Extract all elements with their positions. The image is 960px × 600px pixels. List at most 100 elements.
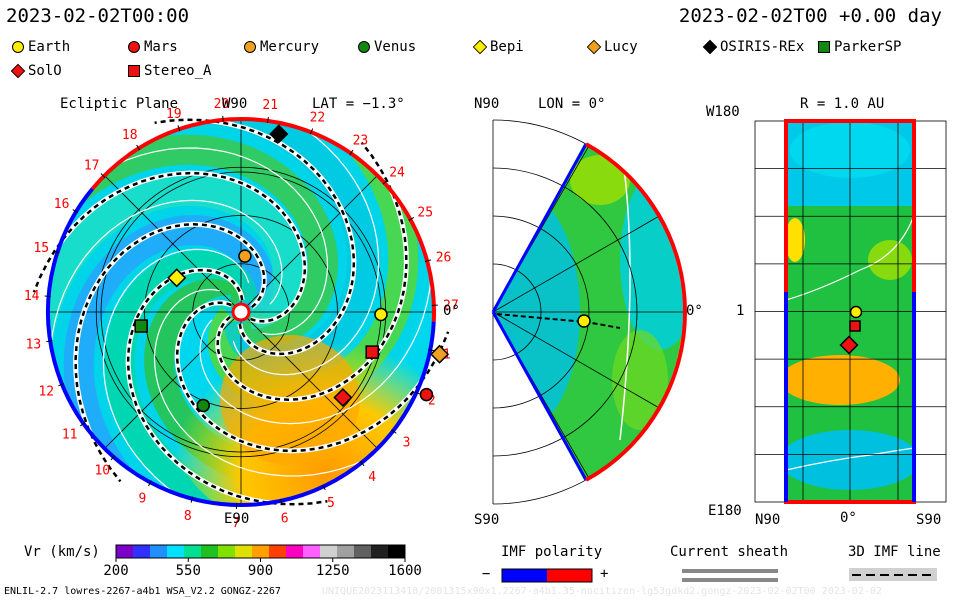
- synoptic-plot: [754, 119, 947, 504]
- meridional-imf-line: [496, 313, 621, 329]
- ecliptic-title: Ecliptic Plane: [60, 96, 179, 112]
- rim-tick: [414, 391, 421, 395]
- legend-label: Lucy: [604, 39, 638, 55]
- colorbar-segment: [167, 545, 185, 558]
- mars-marker: [419, 387, 434, 402]
- colorbar-segment: [354, 545, 372, 558]
- meridional-lon-label: LON = 0°: [538, 96, 606, 112]
- ecliptic-top-label: W90: [222, 96, 248, 112]
- rim-tick: [46, 340, 53, 343]
- sector-number: 16: [54, 197, 70, 212]
- rim-tick: [267, 116, 269, 123]
- timestamp: 2023-02-02T00:00: [6, 5, 190, 27]
- legend-label: Mercury: [260, 39, 320, 55]
- colorbar-segment: [201, 545, 219, 558]
- colorbar-segment: [150, 545, 168, 558]
- rim-tick: [349, 149, 354, 156]
- meridional-earth-marker: [577, 314, 591, 328]
- ecliptic-lat-label: LAT = −1.3°: [312, 96, 405, 112]
- legend-label: OSIRIS-REx: [720, 39, 805, 55]
- stereo-a-marker: [365, 345, 379, 359]
- sector-number: 15: [33, 241, 49, 256]
- rim-tick: [222, 115, 224, 122]
- lucy-marker: [430, 344, 450, 364]
- synoptic-solo-marker: [839, 335, 859, 355]
- rim-tick: [79, 422, 86, 427]
- imf-minus-label: −: [482, 566, 491, 582]
- sector-number: 21: [262, 98, 278, 113]
- legend-label: Earth: [28, 39, 71, 55]
- rim-tick: [148, 480, 152, 487]
- rim-tick: [136, 144, 141, 151]
- rim-tick: [391, 429, 397, 434]
- sector-number: 17: [84, 158, 100, 173]
- sector-number: 23: [353, 133, 369, 148]
- sector-number: 20: [214, 97, 230, 112]
- rim-tick: [177, 125, 181, 132]
- rim-tick: [280, 498, 283, 505]
- sector-number: 12: [38, 385, 54, 400]
- meridional-right-label: 0°: [686, 303, 703, 319]
- legend-item-parkersp: ParkerSP: [818, 39, 901, 55]
- bepi-marker: [167, 268, 187, 288]
- current-sheath-label: Current sheath: [670, 544, 789, 560]
- run-label: 2023-02-02T00 +0.00 day: [678, 5, 942, 27]
- legend-item-lucy: Lucy: [586, 39, 638, 55]
- colorbar-segment: [235, 545, 253, 558]
- synoptic-title: R = 1.0 AU: [800, 96, 885, 112]
- colorbar-tick-label: 900: [247, 563, 274, 579]
- imf-line-sample: [849, 568, 937, 581]
- colorbar-tick-label: 1600: [388, 563, 422, 579]
- legend-item-earth: Earth: [12, 39, 70, 55]
- colorbar-segment: [269, 545, 287, 558]
- colorbar-segment: [337, 545, 355, 558]
- meridional-plot: [491, 119, 687, 505]
- legend-item-mars: Mars: [128, 39, 178, 55]
- square-marker-icon: [818, 41, 830, 53]
- circle-marker-icon: [128, 41, 140, 53]
- colorbar-segment: [252, 545, 270, 558]
- ecliptic-plane-plot: 1234567891011121314151617181920212223242…: [24, 97, 459, 531]
- synoptic-earth-marker: [849, 305, 863, 319]
- rim-tick: [72, 209, 79, 214]
- synoptic-stereo-a-marker: [849, 320, 861, 332]
- square-marker-icon: [128, 65, 140, 77]
- parkersp-marker: [134, 319, 148, 333]
- sector-number: 2: [428, 394, 436, 409]
- legend-label: Stereo_A: [144, 63, 212, 79]
- sector-number: 18: [122, 128, 138, 143]
- colorbar: [115, 544, 406, 562]
- sector-number: 4: [368, 470, 376, 485]
- footer-run-id: UNIQUE2023113418/2081315x90x1.2267-a4b1.…: [322, 586, 882, 597]
- colorbar-tick-label: 550: [175, 563, 201, 579]
- rim-tick: [408, 217, 415, 221]
- sector-number: 11: [62, 427, 78, 442]
- rim-tick: [190, 496, 194, 503]
- sector-number: 24: [389, 165, 405, 180]
- legend-item-bepi: Bepi: [472, 39, 524, 55]
- legend-label: ParkerSP: [834, 39, 902, 55]
- sector-number: 10: [94, 464, 110, 479]
- synoptic-x-left: N90: [755, 512, 781, 528]
- meridional-top-label: N90: [474, 96, 500, 112]
- legend-label: SolO: [28, 63, 62, 79]
- colorbar-segment: [303, 545, 321, 558]
- rim-tick: [425, 259, 432, 262]
- colorbar-segment: [116, 545, 134, 558]
- rim-tick: [428, 349, 435, 352]
- sector-number: 25: [417, 205, 433, 220]
- legend-item-osiris-rex: OSIRIS-REx: [702, 39, 805, 55]
- synoptic-bottom-left: E180: [708, 503, 742, 519]
- synoptic-left-mid: 1: [736, 303, 745, 319]
- ecliptic-right-label: 0°: [443, 303, 460, 319]
- sector-number: 22: [310, 110, 326, 125]
- sector-number: 5: [327, 496, 335, 511]
- ecliptic-bottom-label: E90: [224, 511, 250, 527]
- legend-item-mercury: Mercury: [244, 39, 319, 55]
- sector-number: 9: [138, 491, 146, 506]
- synoptic-top-left: W180: [706, 104, 740, 120]
- circle-marker-icon: [244, 41, 256, 53]
- earth-marker: [374, 307, 388, 322]
- rim-tick: [110, 455, 116, 461]
- synoptic-x-right: S90: [916, 512, 942, 528]
